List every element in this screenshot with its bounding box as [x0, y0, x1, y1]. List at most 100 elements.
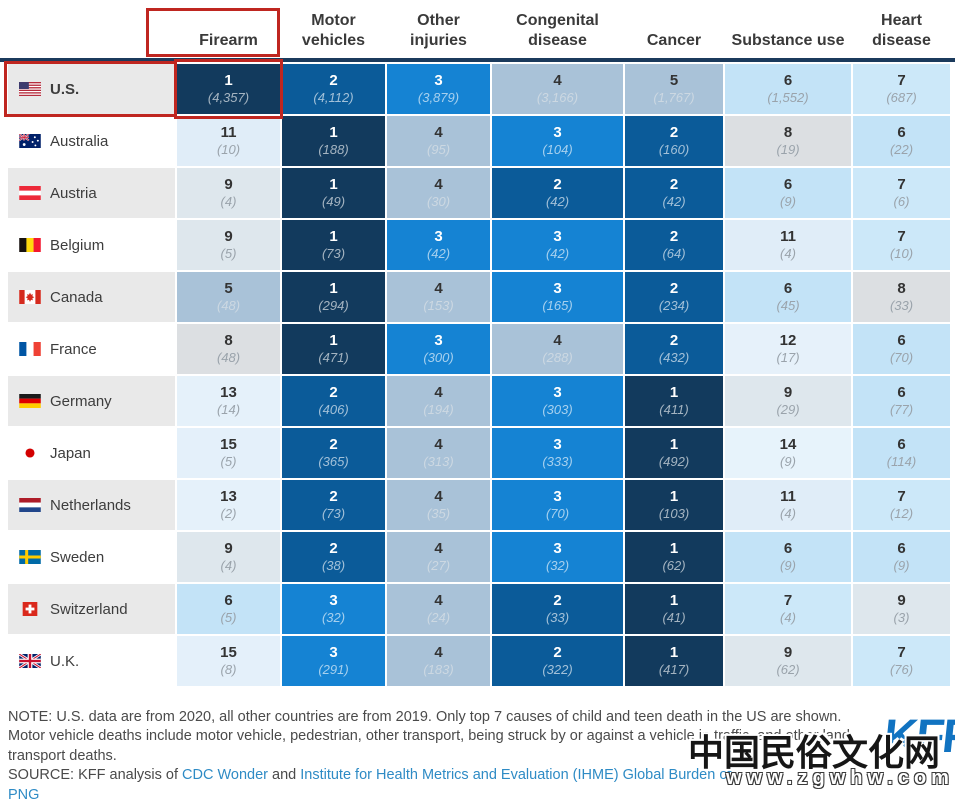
flag-belgium-icon — [19, 238, 41, 252]
rank-cell: 3 (291) — [282, 636, 385, 686]
rank-value: 3 — [553, 124, 562, 142]
rank-cell: 9 (62) — [725, 636, 851, 686]
rank-cell: 4 (194) — [387, 376, 490, 426]
death-count: (9) — [893, 557, 910, 573]
rank-value: 4 — [553, 332, 562, 350]
rank-value: 1 — [329, 228, 338, 246]
rank-cell: 3 (70) — [492, 480, 623, 530]
rank-cell: 2 (42) — [492, 168, 623, 218]
rank-cell: 4 (27) — [387, 532, 490, 582]
rank-cell: 7 (6) — [853, 168, 950, 218]
rank-cell: 5 (1,767) — [625, 64, 723, 114]
rank-cell: 3 (3,879) — [387, 64, 490, 114]
rank-value: 1 — [329, 176, 338, 194]
death-count: (3) — [893, 609, 910, 625]
rank-value: 3 — [434, 332, 443, 350]
death-count: (33) — [889, 297, 914, 313]
death-count: (35) — [426, 505, 451, 521]
death-count: (42) — [545, 245, 570, 261]
rank-value: 7 — [897, 228, 906, 246]
rank-value: 4 — [434, 280, 443, 298]
rank-cell: 3 (42) — [492, 220, 623, 270]
country-name: Sweden — [50, 548, 105, 566]
death-count: (70) — [889, 349, 914, 365]
header-divider — [0, 58, 955, 62]
death-count: (8) — [220, 661, 237, 677]
rank-value: 15 — [220, 644, 237, 662]
death-count: (76) — [889, 661, 914, 677]
rank-value: 7 — [897, 72, 906, 90]
death-count: (42) — [426, 245, 451, 261]
rank-cell: 3 (333) — [492, 428, 623, 478]
rank-value: 2 — [553, 176, 562, 194]
rank-value: 1 — [669, 644, 679, 662]
png-download-link[interactable]: PNG — [8, 786, 40, 803]
rank-value: 8 — [897, 280, 906, 298]
rank-cell: 7 (76) — [853, 636, 950, 686]
rank-value: 1 — [329, 124, 338, 142]
death-count: (73) — [321, 245, 346, 261]
column-header-cancer: Cancer — [646, 32, 702, 49]
rank-value: 1 — [329, 280, 338, 298]
watermark-chinese-text: 中国民俗文化网 — [688, 732, 941, 774]
death-count: (30) — [426, 193, 451, 209]
rank-value: 7 — [897, 176, 906, 194]
rank-cell: 7 (12) — [853, 480, 950, 530]
rank-cell: 1 (294) — [282, 272, 385, 322]
rank-cell: 6 (9) — [725, 168, 851, 218]
rank-cell: 4 (183) — [387, 636, 490, 686]
death-count: (10) — [889, 245, 914, 261]
country-name: Austria — [50, 184, 97, 202]
rank-cell: 2 (42) — [625, 168, 723, 218]
death-count: (4) — [780, 609, 796, 625]
death-count: (73) — [321, 505, 346, 521]
rank-cell: 3 (32) — [492, 532, 623, 582]
rank-value: 4 — [553, 72, 562, 90]
rank-cell: 9 (5) — [177, 220, 280, 270]
rank-value: 4 — [434, 592, 443, 610]
row-label-netherlands: Netherlands — [8, 480, 175, 530]
rank-value: 7 — [783, 592, 793, 610]
rank-value: 2 — [329, 488, 338, 506]
rank-value: 3 — [553, 228, 562, 246]
rank-value: 12 — [779, 332, 797, 350]
rank-cell: 4 (95) — [387, 116, 490, 166]
death-count: (1,552) — [767, 89, 809, 105]
rank-cell: 1 (471) — [282, 324, 385, 374]
rank-cell: 2 (33) — [492, 584, 623, 634]
rank-value: 6 — [897, 540, 906, 558]
cdc-wonder-link[interactable]: CDC Wonder — [182, 767, 268, 784]
rank-value: 2 — [329, 436, 338, 454]
rank-value: 8 — [783, 124, 793, 142]
rank-value: 8 — [224, 332, 233, 350]
rank-value: 3 — [553, 384, 562, 402]
death-count: (5) — [220, 609, 237, 625]
country-name: Germany — [50, 392, 112, 410]
ihme-link[interactable]: Institute for Health Metrics and Evaluat… — [300, 767, 732, 784]
row-label-france: France — [8, 324, 175, 374]
rank-value: 2 — [329, 384, 338, 402]
rank-cell: 3 (165) — [492, 272, 623, 322]
country-name: Australia — [50, 132, 109, 150]
death-count: (5) — [220, 453, 237, 469]
rank-value: 6 — [783, 280, 793, 298]
rank-value: 6 — [897, 436, 906, 454]
rank-value: 3 — [553, 436, 562, 454]
rank-value: 3 — [553, 540, 562, 558]
rank-value: 2 — [669, 228, 679, 246]
death-count: (365) — [318, 453, 349, 469]
rank-value: 13 — [220, 488, 237, 506]
death-count: (4) — [780, 505, 796, 521]
flag-austria-icon — [19, 186, 41, 200]
rank-cell: 1 (417) — [625, 636, 723, 686]
rank-cell: 2 (73) — [282, 480, 385, 530]
death-count: (49) — [321, 193, 346, 209]
rank-value: 4 — [434, 176, 443, 194]
death-count: (70) — [545, 505, 570, 521]
row-label-germany: Germany — [8, 376, 175, 426]
rank-value: 13 — [220, 384, 237, 402]
death-count: (687) — [886, 89, 917, 105]
rank-cell: 6 (1,552) — [725, 64, 851, 114]
rank-cell: 8 (33) — [853, 272, 950, 322]
